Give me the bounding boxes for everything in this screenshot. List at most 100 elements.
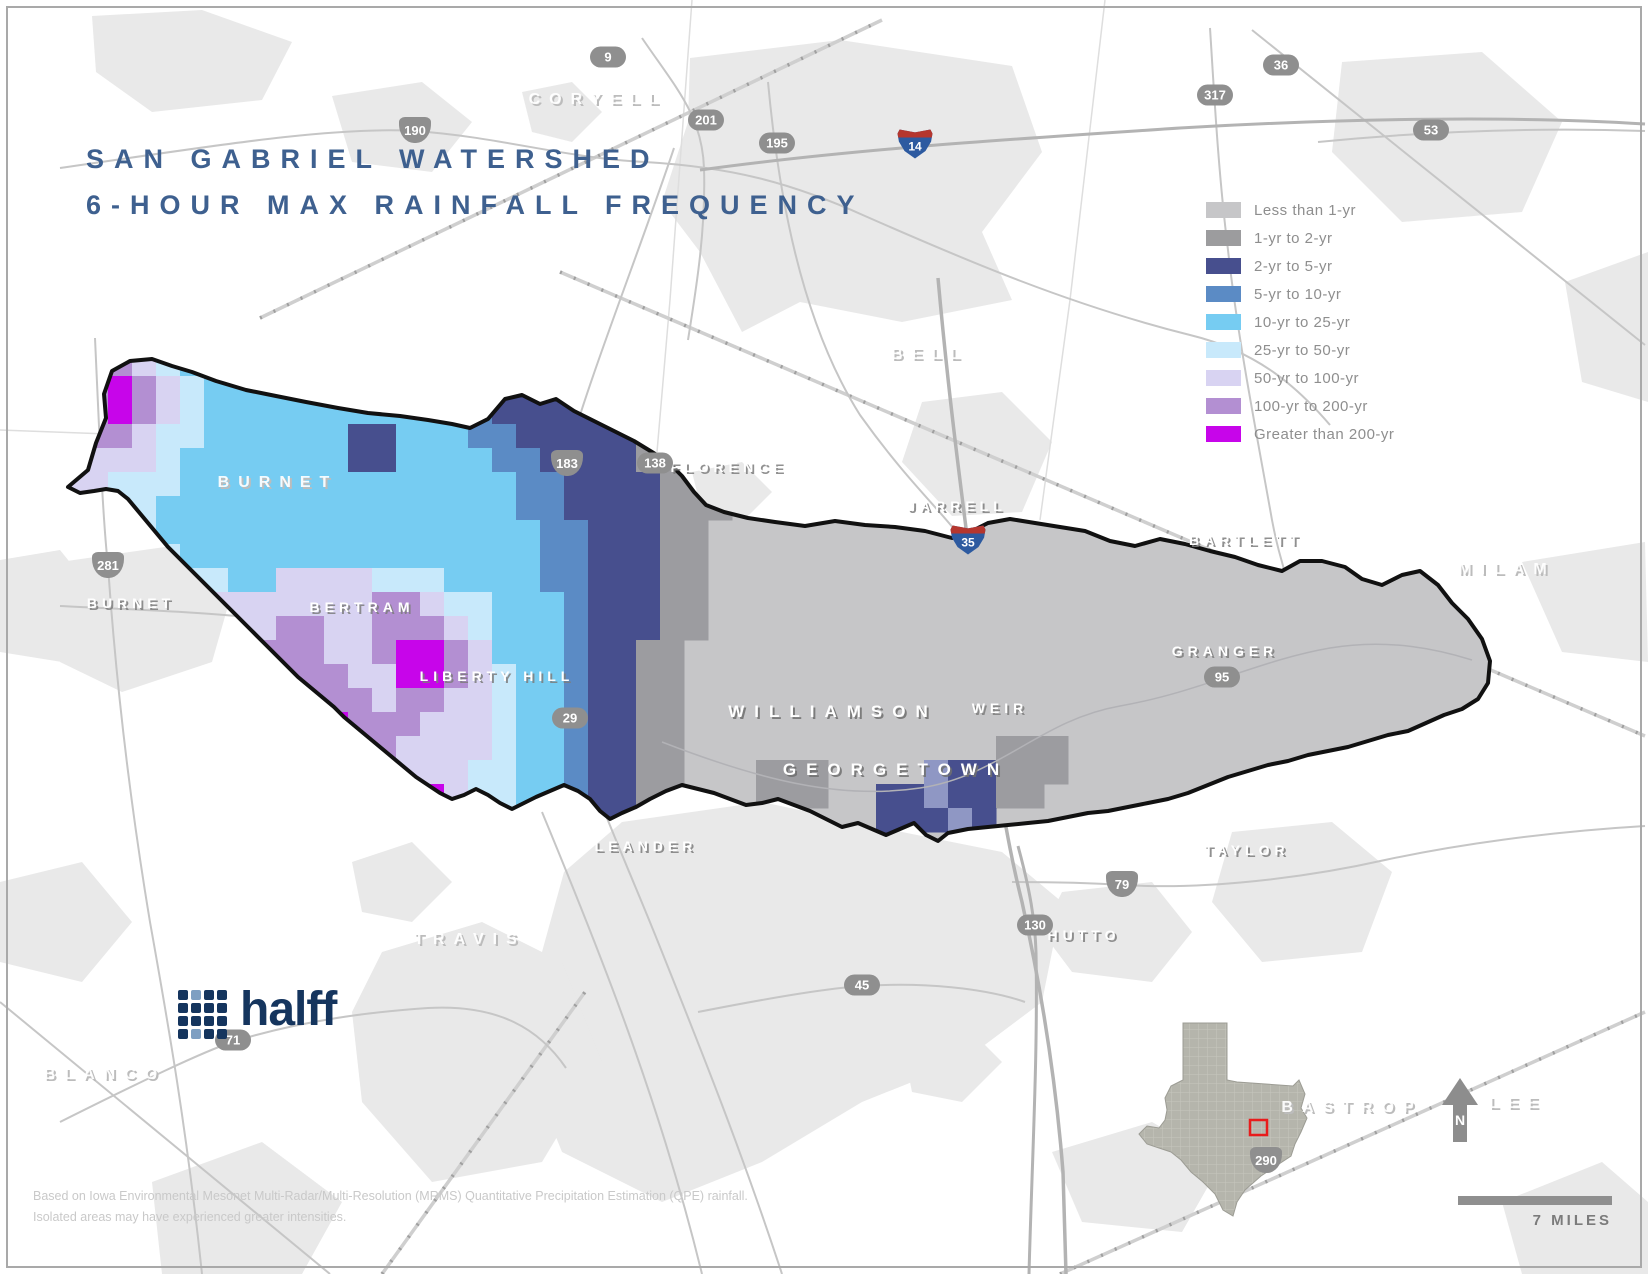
county-label-burnet: BURNET [217, 474, 339, 491]
raster-cell [396, 712, 421, 737]
raster-cell [516, 808, 541, 833]
raster-cell [588, 544, 613, 569]
raster-cell [636, 472, 661, 497]
inset-locator-box [1248, 1118, 1269, 1137]
shield-number: 53 [1423, 122, 1439, 138]
raster-cell [396, 688, 421, 713]
raster-cell [492, 592, 517, 617]
raster-cell [564, 736, 589, 761]
shield-number: 281 [97, 557, 119, 573]
highway-shield-138: 138 [637, 452, 673, 474]
raster-cell [372, 520, 397, 545]
raster-cell [564, 592, 589, 617]
raster-cell [588, 616, 613, 641]
raster-cell [68, 424, 85, 449]
raster-cell [228, 736, 253, 761]
raster-cell [348, 664, 373, 689]
map-title: SAN GABRIEL WATERSHED 6-HOUR MAX RAINFAL… [86, 136, 865, 228]
raster-cell [468, 616, 493, 641]
town-label-weir: WEIR [971, 700, 1029, 716]
raster-cell [660, 616, 685, 641]
raster-cell [684, 568, 709, 593]
raster-cell [444, 664, 469, 689]
raster-cell [684, 544, 709, 569]
raster-cell [204, 424, 229, 449]
raster-cell [516, 616, 541, 641]
raster-cell [204, 520, 229, 545]
raster-cell [804, 760, 829, 785]
raster-cell [276, 424, 301, 449]
raster-cell [204, 448, 229, 473]
raster-cell [492, 760, 517, 785]
raster-cell [492, 520, 517, 545]
raster-cell [516, 424, 541, 449]
raster-cell [660, 688, 685, 713]
raster-cell [468, 496, 493, 521]
raster-cell [372, 688, 397, 713]
raster-cell [324, 664, 349, 689]
raster-cell [492, 568, 517, 593]
raster-cell [204, 472, 229, 497]
shield-number: 29 [562, 710, 578, 726]
raster-cell [276, 760, 301, 785]
legend-row: 25-yr to 50-yr [1206, 336, 1394, 364]
raster-cell [372, 472, 397, 497]
raster-cell [396, 736, 421, 761]
highway-shield-95: 95 [1204, 666, 1240, 688]
legend-label: 50-yr to 100-yr [1254, 369, 1360, 387]
raster-cell [564, 616, 589, 641]
raster-cell [420, 592, 445, 617]
raster-cell [156, 400, 181, 425]
shield-number: 183 [556, 455, 578, 471]
raster-cell [444, 520, 469, 545]
raster-cell [444, 544, 469, 569]
north-letter: N [1454, 1112, 1466, 1128]
county-label-travis: TRAVIS [414, 931, 526, 948]
raster-cell [588, 448, 613, 473]
raster-cell [180, 448, 205, 473]
raster-cell [372, 784, 397, 809]
raster-cell [348, 424, 373, 449]
raster-cell [540, 544, 565, 569]
raster-cell [636, 592, 661, 617]
raster-cell [564, 472, 589, 497]
raster-cell [228, 400, 253, 425]
town-label-georgetown: GEORGETOWN [782, 760, 1010, 779]
raster-cell [444, 472, 469, 497]
raster-cell [180, 376, 205, 401]
raster-cell [612, 472, 637, 497]
raster-cell [372, 592, 397, 617]
raster-cell [372, 640, 397, 665]
raster-cell [660, 640, 685, 665]
county-label-milam: MILAM [1458, 561, 1556, 578]
raster-cell [540, 568, 565, 593]
raster-cell [492, 496, 517, 521]
title-line-2: 6-HOUR MAX RAINFALL FREQUENCY [86, 190, 865, 220]
raster-cell [228, 472, 253, 497]
raster-cell [996, 760, 1021, 785]
raster-cell [276, 400, 301, 425]
raster-cell [68, 400, 85, 425]
raster-cell [276, 568, 301, 593]
legend-label: 1-yr to 2-yr [1254, 229, 1333, 247]
raster-cell [324, 376, 349, 401]
raster-cell [180, 400, 205, 425]
raster-cell [252, 736, 277, 761]
raster-cell [324, 400, 349, 425]
raster-cell [564, 496, 589, 521]
town-label-granger: GRANGER [1171, 643, 1279, 659]
raster-cell [132, 520, 157, 545]
shield-number: 14 [908, 139, 922, 154]
highway-shield-317: 317 [1197, 84, 1233, 106]
raster-cell [660, 496, 685, 521]
north-arrow-icon [1442, 1078, 1478, 1142]
raster-cell [444, 736, 469, 761]
highway-shield-195: 195 [759, 132, 795, 154]
raster-cell [636, 496, 661, 521]
raster-cell [68, 496, 85, 521]
raster-cell [468, 760, 493, 785]
town-label-florence: FLORENCE [670, 459, 788, 475]
legend-row: 1-yr to 2-yr [1206, 224, 1394, 252]
raster-cell [348, 688, 373, 713]
raster-cell [444, 760, 469, 785]
